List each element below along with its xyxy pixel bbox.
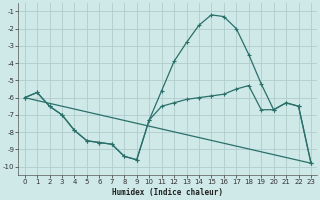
X-axis label: Humidex (Indice chaleur): Humidex (Indice chaleur)	[112, 188, 223, 197]
